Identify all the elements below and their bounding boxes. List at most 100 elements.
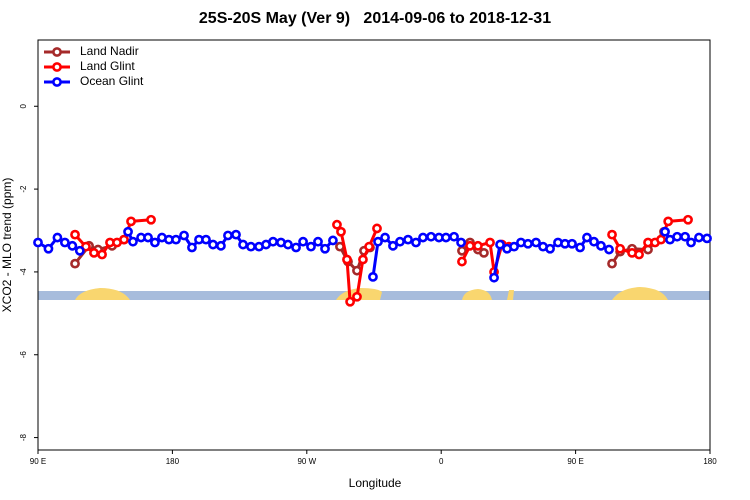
data-point: [663, 216, 674, 227]
data-point: [43, 243, 54, 254]
data-point: [320, 243, 330, 254]
data-point: [59, 237, 70, 248]
data-point: [380, 232, 390, 243]
data-point: [372, 223, 382, 234]
legend-marker: [52, 47, 62, 57]
data-point: [143, 232, 153, 243]
data-point: [67, 240, 78, 251]
x-tick-label: 180: [166, 457, 180, 466]
data-point: [694, 232, 704, 243]
series-line: [73, 218, 689, 304]
x-tick-label: 180: [703, 457, 717, 466]
data-point: [336, 226, 346, 237]
y-tick-label: -6: [19, 351, 28, 359]
land-blob: [612, 287, 668, 300]
data-point: [456, 237, 466, 248]
data-point: [119, 234, 129, 245]
data-point: [332, 219, 342, 230]
x-axis-title: Longitude: [349, 476, 402, 490]
data-point: [441, 232, 451, 243]
data-point: [146, 214, 156, 225]
data-point: [352, 291, 362, 302]
data-point: [313, 236, 323, 247]
data-point: [171, 234, 181, 245]
chart-title: 25S-20S May (Ver 9) 2014-09-06 to 2018-1…: [199, 10, 551, 27]
data-point: [395, 236, 405, 247]
data-point: [97, 249, 107, 260]
data-point: [238, 239, 248, 250]
data-point: [582, 232, 592, 243]
data-point: [52, 232, 63, 243]
y-axis-title: XCO2 - MLO trend (ppm): [0, 178, 14, 313]
data-point: [604, 244, 614, 255]
legend-marker: [52, 62, 62, 72]
data-point: [345, 296, 356, 307]
data-point: [216, 240, 226, 251]
data-point: [89, 247, 99, 258]
data-point: [607, 229, 617, 240]
data-point: [465, 240, 475, 251]
data-point: [179, 230, 189, 241]
data-point: [545, 243, 555, 254]
data-point: [298, 236, 308, 247]
data-point: [596, 240, 606, 251]
legend-marker: [52, 77, 62, 87]
land-sea-strip: [38, 287, 710, 300]
data-point: [634, 249, 644, 260]
data-point: [589, 236, 599, 247]
data-point: [411, 237, 421, 248]
data-point: [660, 226, 670, 237]
data-point: [473, 240, 483, 251]
data-point: [509, 241, 519, 252]
data-point: [328, 235, 338, 246]
y-tick-label: 0: [19, 103, 28, 108]
data-point: [201, 234, 211, 245]
data-point: [246, 241, 256, 252]
data-point: [575, 242, 585, 253]
data-point: [607, 258, 617, 269]
data-point: [485, 237, 495, 248]
data-point: [449, 231, 459, 242]
data-point: [283, 239, 293, 250]
data-point: [426, 231, 436, 242]
data-point: [364, 241, 374, 252]
data-point: [672, 231, 683, 242]
data-point: [291, 242, 301, 253]
data-point: [268, 236, 278, 247]
data-point: [231, 229, 241, 240]
data-point: [358, 254, 368, 265]
data-point: [495, 239, 505, 250]
data-point: [680, 231, 690, 242]
data-point: [418, 232, 428, 243]
data-point: [342, 254, 352, 265]
data-point: [368, 271, 378, 282]
data-point: [457, 256, 467, 267]
data-point: [457, 245, 467, 256]
land-blob: [75, 288, 130, 300]
legend-label: Land Nadir: [80, 44, 139, 58]
data-point: [489, 272, 499, 283]
data-point: [373, 236, 383, 247]
data-point: [479, 247, 489, 258]
data-point: [123, 226, 133, 237]
x-tick-label: 90 E: [567, 457, 583, 466]
legend-label: Ocean Glint: [80, 74, 144, 88]
data-point: [33, 237, 43, 248]
data-point: [306, 241, 316, 252]
legend-label: Land Glint: [80, 59, 135, 73]
data-point: [531, 237, 541, 248]
data-point: [567, 238, 577, 249]
data-point: [615, 243, 626, 254]
x-tick-label: 90 W: [297, 457, 316, 466]
land-blob: [462, 289, 492, 300]
y-tick-label: -4: [19, 268, 28, 276]
data-point: [656, 234, 666, 245]
data-point: [403, 234, 413, 245]
data-point: [70, 258, 80, 269]
data-point: [683, 214, 693, 225]
data-point: [388, 240, 398, 251]
x-tick-label: 0: [439, 457, 444, 466]
data-point: [128, 236, 138, 247]
data-point: [702, 233, 712, 244]
